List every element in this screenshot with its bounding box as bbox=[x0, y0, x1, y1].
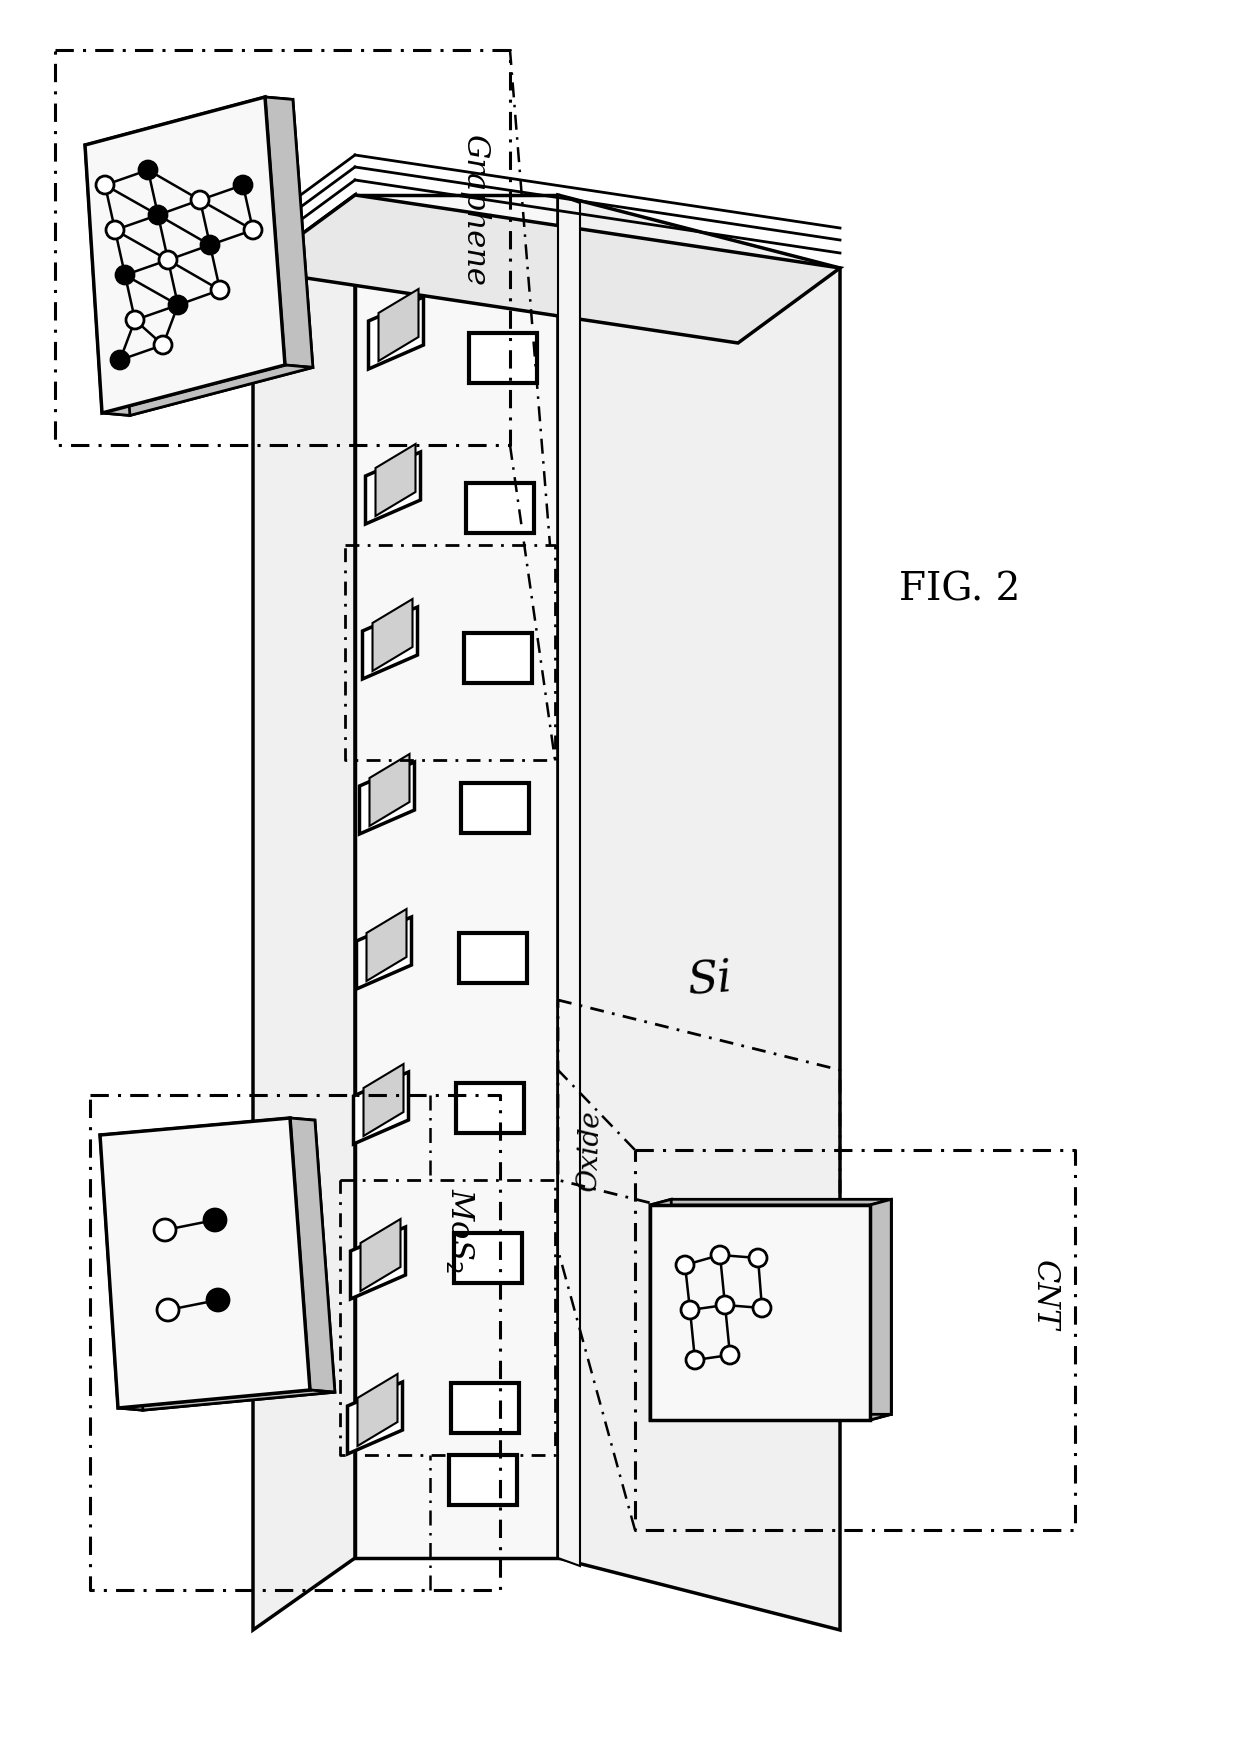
Polygon shape bbox=[363, 1064, 403, 1135]
Polygon shape bbox=[650, 1200, 892, 1205]
Polygon shape bbox=[290, 1118, 335, 1392]
Circle shape bbox=[191, 192, 210, 209]
Polygon shape bbox=[125, 1120, 335, 1411]
Circle shape bbox=[244, 221, 262, 239]
Circle shape bbox=[126, 310, 144, 330]
Polygon shape bbox=[253, 195, 355, 1631]
Polygon shape bbox=[100, 1118, 310, 1407]
Polygon shape bbox=[253, 195, 839, 344]
Polygon shape bbox=[456, 1083, 525, 1134]
Polygon shape bbox=[265, 98, 312, 368]
Text: Graphene: Graphene bbox=[459, 134, 490, 286]
Circle shape bbox=[117, 267, 134, 284]
Circle shape bbox=[205, 1209, 226, 1231]
Polygon shape bbox=[351, 1228, 405, 1299]
Polygon shape bbox=[558, 195, 839, 1631]
Polygon shape bbox=[362, 607, 418, 678]
Circle shape bbox=[112, 351, 129, 370]
Polygon shape bbox=[376, 445, 415, 516]
Polygon shape bbox=[650, 1414, 892, 1420]
Polygon shape bbox=[469, 333, 537, 384]
Polygon shape bbox=[86, 145, 130, 415]
Polygon shape bbox=[357, 1374, 398, 1446]
Polygon shape bbox=[118, 1390, 335, 1411]
Circle shape bbox=[681, 1301, 699, 1318]
Polygon shape bbox=[464, 633, 532, 684]
Circle shape bbox=[154, 1219, 176, 1242]
Polygon shape bbox=[360, 762, 414, 834]
Polygon shape bbox=[449, 1454, 517, 1505]
Circle shape bbox=[715, 1296, 734, 1313]
Polygon shape bbox=[671, 1200, 892, 1414]
Polygon shape bbox=[361, 1219, 401, 1291]
Circle shape bbox=[169, 296, 187, 314]
Polygon shape bbox=[372, 598, 413, 671]
Circle shape bbox=[686, 1352, 704, 1369]
Polygon shape bbox=[454, 1233, 522, 1284]
Circle shape bbox=[749, 1249, 768, 1266]
Circle shape bbox=[211, 281, 229, 298]
Text: CNT: CNT bbox=[1029, 1259, 1060, 1331]
Circle shape bbox=[234, 176, 252, 194]
Text: Si: Si bbox=[686, 957, 734, 1003]
Circle shape bbox=[105, 221, 124, 239]
Polygon shape bbox=[102, 364, 312, 415]
Polygon shape bbox=[100, 1135, 143, 1411]
Polygon shape bbox=[451, 1383, 520, 1434]
Polygon shape bbox=[366, 452, 420, 523]
Polygon shape bbox=[870, 1200, 892, 1420]
Polygon shape bbox=[558, 195, 580, 1566]
Circle shape bbox=[159, 251, 177, 269]
Polygon shape bbox=[370, 753, 409, 827]
Polygon shape bbox=[459, 933, 527, 984]
Circle shape bbox=[201, 235, 219, 255]
Polygon shape bbox=[86, 98, 293, 148]
Polygon shape bbox=[113, 99, 312, 415]
Text: Oxide: Oxide bbox=[575, 1109, 605, 1191]
Text: FIG. 2: FIG. 2 bbox=[899, 572, 1021, 609]
Polygon shape bbox=[355, 195, 558, 1557]
Polygon shape bbox=[650, 1205, 870, 1420]
Circle shape bbox=[676, 1256, 694, 1275]
Polygon shape bbox=[650, 1200, 671, 1420]
Circle shape bbox=[95, 176, 114, 194]
Circle shape bbox=[149, 206, 167, 223]
Polygon shape bbox=[367, 909, 407, 980]
Polygon shape bbox=[353, 1073, 408, 1144]
Polygon shape bbox=[378, 290, 419, 361]
Polygon shape bbox=[100, 1118, 315, 1137]
Circle shape bbox=[157, 1299, 179, 1320]
Polygon shape bbox=[347, 1381, 403, 1454]
Circle shape bbox=[207, 1289, 229, 1311]
Polygon shape bbox=[466, 483, 534, 534]
Polygon shape bbox=[86, 98, 285, 413]
Polygon shape bbox=[357, 917, 412, 989]
Text: MoS$_2$: MoS$_2$ bbox=[443, 1188, 475, 1273]
Circle shape bbox=[711, 1245, 729, 1264]
Circle shape bbox=[753, 1299, 771, 1317]
Circle shape bbox=[154, 337, 172, 354]
Polygon shape bbox=[368, 296, 424, 370]
Polygon shape bbox=[461, 783, 529, 834]
Circle shape bbox=[720, 1346, 739, 1364]
Circle shape bbox=[139, 160, 157, 180]
